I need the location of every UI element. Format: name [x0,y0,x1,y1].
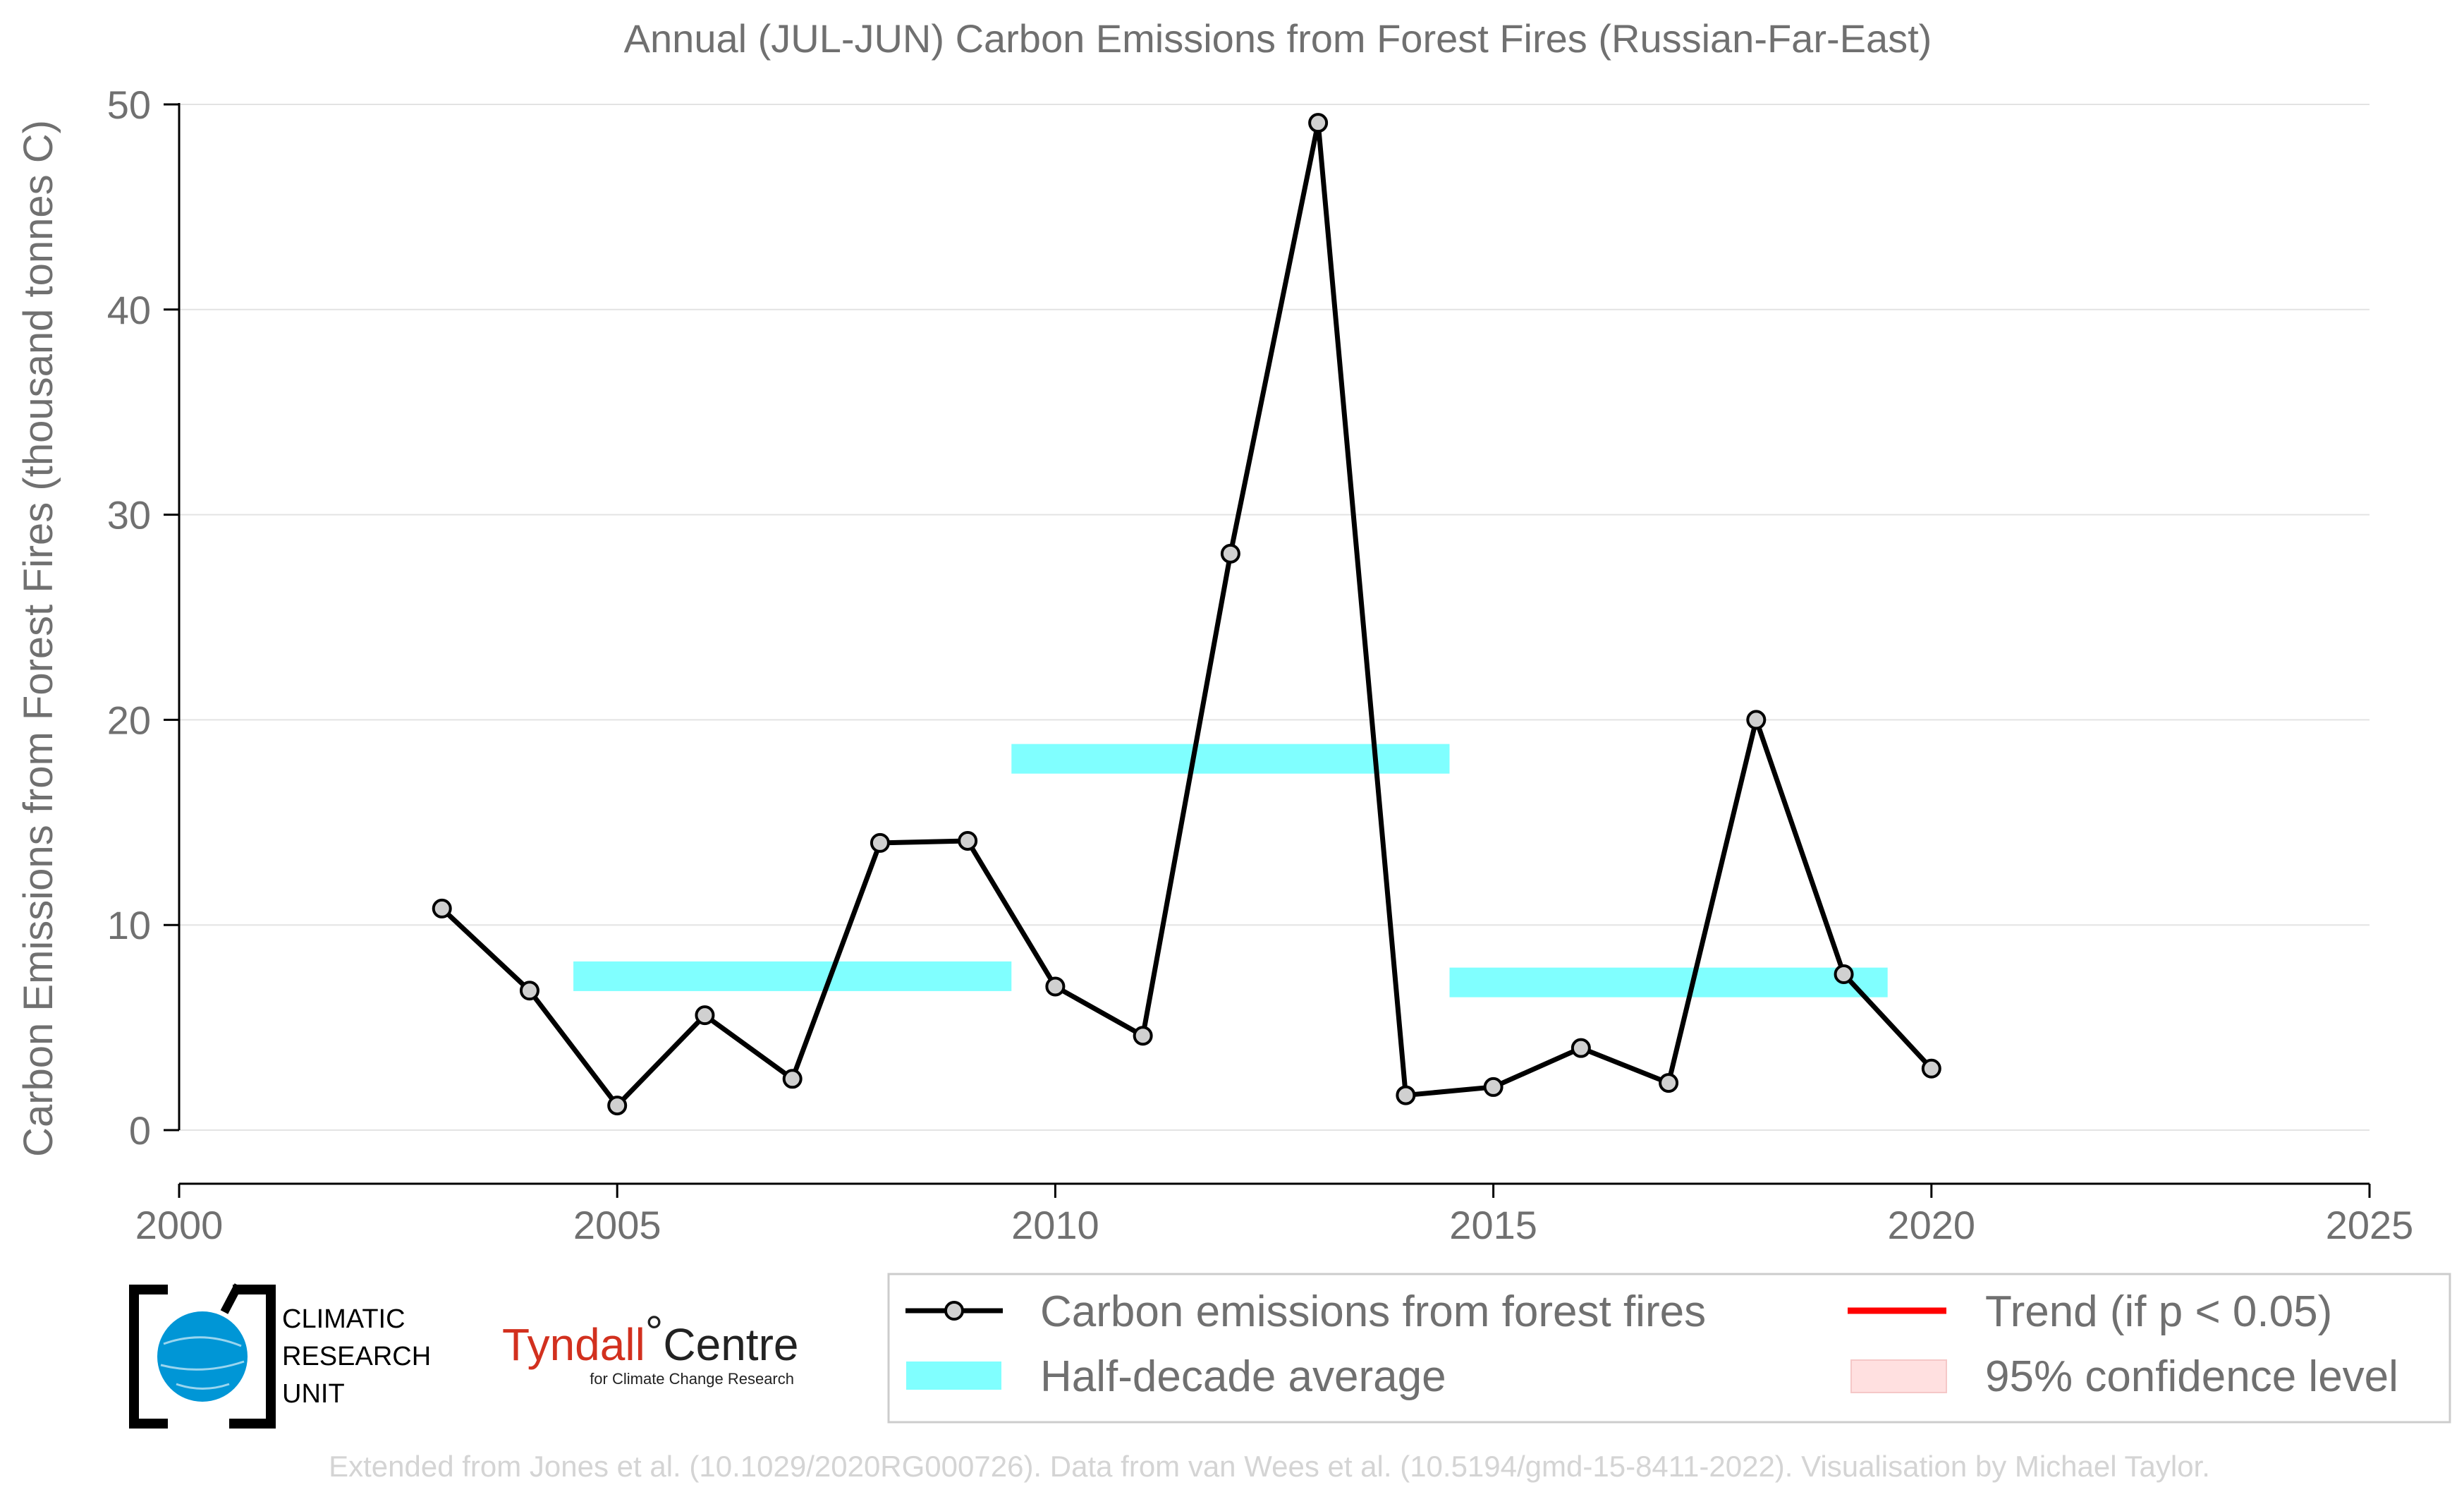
emissions-point-2018 [1746,710,1767,730]
x-tick-label-5: 2025 [2326,1203,2414,1247]
series-carbon-emissions [432,113,1941,1116]
gridlines [179,104,2370,1131]
emissions-point-2005 [607,1096,628,1116]
cru-text-line-1: CLIMATIC [282,1304,405,1334]
globe-icon [157,1311,248,1402]
y-tick-label-1: 10 [107,903,151,947]
emissions-point-2020 [1921,1058,1941,1079]
half-decade-band-0 [573,961,1012,991]
emissions-point-2004 [519,981,539,1001]
emissions-point-2003 [432,898,452,918]
legend-label-emissions: Carbon emissions from forest fires [1040,1287,1706,1336]
cru-bracket-right [229,1285,276,1429]
legend-frame [887,1273,2451,1424]
tyndall-subtitle: for Climate Change Research [590,1370,794,1388]
emissions-point-2006 [695,1005,715,1026]
emissions-point-2009 [958,830,978,851]
tyndall-degree: ° [645,1306,664,1357]
y-tick-label-2: 20 [107,698,151,742]
emissions-point-2008 [870,832,890,853]
emissions-point-2007 [782,1069,803,1089]
emissions-point-2012 [1220,543,1240,564]
legend-confidence-symbol [1850,1359,1947,1393]
emissions-point-2011 [1133,1026,1153,1046]
axes: 0 10 20 30 40 50 2000 2005 2010 2015 2020 2025 [107,83,2414,1247]
tyndall-centre: Centre [663,1319,798,1370]
half-decade-band-2 [1449,967,1888,997]
half-decade-bands [573,744,1888,997]
footer-credit: Extended from Jones et al. (10.1029/2020… [329,1450,2210,1483]
cru-bracket-left [129,1285,168,1429]
x-tick-label-0: 2000 [135,1203,224,1247]
legend-label-half-decade: Half-decade average [1040,1352,1446,1401]
emissions-point-2015 [1483,1077,1504,1097]
y-tick-label-5: 50 [107,83,151,127]
legend-label-confidence: 95% confidence level [1985,1352,2398,1401]
chart-title: Annual (JUL-JUN) Carbon Emissions from F… [624,16,1932,61]
cru-slash [220,1283,243,1314]
x-tick-label-2: 2010 [1011,1203,1099,1247]
emissions-line [440,120,1934,1108]
cru-text-line-2: RESEARCH [282,1342,431,1371]
cru-logo: CLIMATIC RESEARCH UNIT [129,1283,431,1429]
x-tick-label-1: 2005 [573,1203,661,1247]
emissions-point-2017 [1659,1073,1679,1093]
legend-marker-symbol [944,1301,964,1321]
emissions-point-2014 [1396,1085,1416,1105]
half-decade-band-1 [1011,744,1450,774]
cru-text-line-3: UNIT [282,1379,345,1409]
x-tick-label-3: 2015 [1449,1203,1537,1247]
legend-band-symbol [906,1362,1001,1390]
tyndall-name: Tyndall [502,1319,645,1370]
emissions-point-2019 [1834,964,1854,984]
emissions-point-2010 [1045,976,1066,997]
y-tick-label-0: 0 [129,1108,151,1153]
emissions-point-2016 [1571,1038,1591,1058]
y-tick-label-4: 40 [107,288,151,332]
y-axis-title: Carbon Emissions from Forest Fires (thou… [16,120,61,1157]
x-tick-label-4: 2020 [1888,1203,1976,1247]
tyndall-logo: Tyndall°Centre for Climate Change Resear… [502,1306,798,1388]
y-tick-label-3: 30 [107,493,151,538]
legend: Carbon emissions from forest fires Trend… [887,1273,2451,1424]
tyndall-wordmark: Tyndall°Centre [502,1306,798,1370]
legend-label-trend: Trend (if p < 0.05) [1985,1287,2332,1336]
emissions-point-2013 [1308,113,1329,133]
